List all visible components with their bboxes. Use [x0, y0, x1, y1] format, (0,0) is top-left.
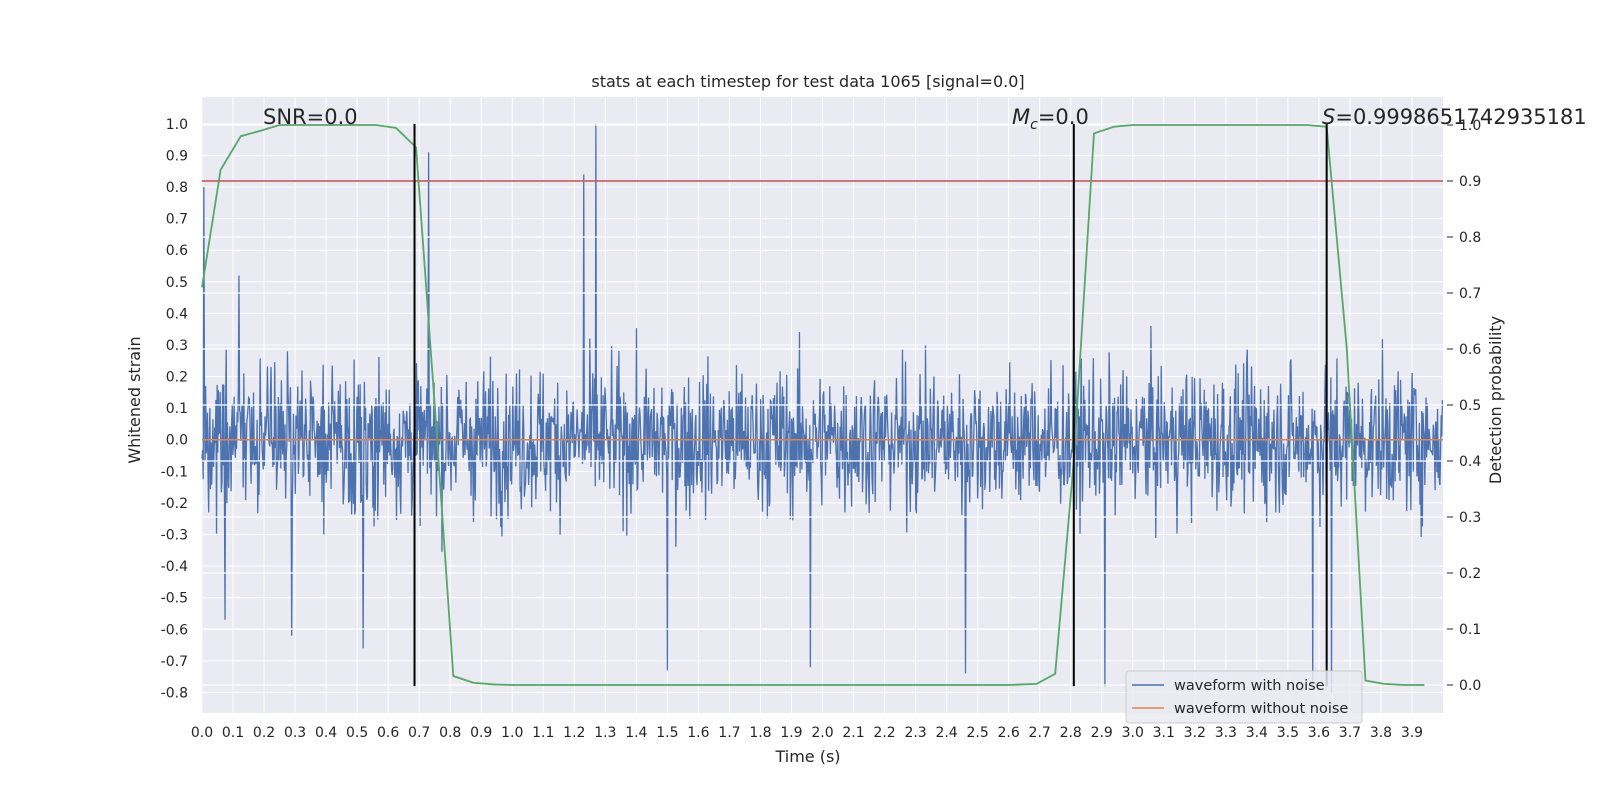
x-tick-label: 1.6	[687, 725, 709, 741]
x-tick-label: 1.7	[718, 725, 740, 741]
y-tick-label: 0.6	[166, 243, 188, 259]
x-tick-label: 0.0	[191, 725, 213, 741]
y-tick-label: -0.1	[161, 464, 188, 480]
x-tick-label: 0.4	[315, 725, 337, 741]
chirp-mass-subscript: c	[1030, 117, 1038, 133]
x-tick-label: 1.1	[532, 725, 554, 741]
x-tick-label: 0.9	[470, 725, 492, 741]
y2-tick-label: 0.3	[1459, 510, 1481, 526]
y2-tick-label: 0.7	[1459, 286, 1481, 302]
series-waveform-with-noise	[201, 123, 1444, 693]
x-tick-label: 3.2	[1184, 725, 1206, 741]
x-tick-label: 2.7	[1029, 725, 1051, 741]
y-tick-label: -0.5	[161, 591, 188, 607]
y2-tick-label: 0.9	[1459, 174, 1481, 190]
x-tick-label: 2.1	[842, 725, 864, 741]
y-tick-label: 0.8	[166, 180, 188, 196]
x-tick-label: 1.2	[563, 725, 585, 741]
x-tick-label: 0.3	[284, 725, 306, 741]
x-tick-label: 3.1	[1153, 725, 1175, 741]
x-tick-label: 1.3	[594, 725, 616, 741]
x-tick-label: 3.7	[1339, 725, 1361, 741]
x-tick-label: 0.6	[377, 725, 399, 741]
y-tick-label: 0.0	[166, 433, 188, 449]
y-tick-label: 0.3	[166, 338, 188, 354]
y2-axis-label: Detection probability	[1486, 316, 1505, 484]
x-tick-label: 1.8	[749, 725, 771, 741]
x-tick-label: 1.0	[501, 725, 523, 741]
x-tick-label: 2.5	[966, 725, 988, 741]
legend-label-noise: waveform with noise	[1174, 678, 1325, 694]
y-tick-label: 1.0	[166, 117, 188, 133]
y-tick-label: -0.7	[161, 654, 188, 670]
y-tick-label: -0.4	[161, 559, 188, 575]
x-tick-label: 3.9	[1401, 725, 1423, 741]
x-tick-label: 0.5	[346, 725, 368, 741]
y-tick-label: 0.1	[166, 401, 188, 417]
y-tick-label: -0.2	[161, 496, 188, 512]
y-tick-label: 0.5	[166, 275, 188, 291]
x-tick-label: 3.0	[1122, 725, 1144, 741]
score-value: =0.9998651742935181	[1335, 105, 1586, 129]
x-tick-label: 2.0	[811, 725, 833, 741]
x-tick-label: 2.8	[1060, 725, 1082, 741]
chirp-mass-value: =0.0	[1038, 105, 1089, 129]
legend-label-clean: waveform without noise	[1174, 701, 1348, 717]
y2-tick-label: 0.4	[1459, 454, 1481, 470]
x-tick-label: 3.6	[1308, 725, 1330, 741]
x-tick-label: 3.4	[1246, 725, 1268, 741]
chirp-mass-annotation: Mc=0.0	[1012, 105, 1089, 133]
y2-tick-label: 0.2	[1459, 566, 1481, 582]
y2-tick-label: 0.5	[1459, 398, 1481, 414]
y2-tick-label: 1.0	[1459, 118, 1481, 134]
score-annotation: S=0.9998651742935181	[1322, 105, 1587, 129]
x-tick-label: 2.6	[998, 725, 1020, 741]
x-tick-label: 0.1	[222, 725, 244, 741]
y-tick-label: -0.3	[161, 528, 188, 544]
chart-title: stats at each timestep for test data 106…	[591, 72, 1024, 91]
x-tick-label: 1.9	[780, 725, 802, 741]
y2-tick-label: 0.1	[1459, 622, 1481, 638]
x-tick-label: 3.5	[1277, 725, 1299, 741]
y-tick-label: 0.4	[166, 306, 188, 322]
x-tick-label: 1.5	[656, 725, 678, 741]
score-symbol: S	[1322, 105, 1335, 129]
x-axis-label: Time (s)	[774, 747, 840, 766]
x-tick-label: 3.3	[1215, 725, 1237, 741]
legend-box	[1125, 670, 1363, 724]
y2-tick-label: 0.8	[1459, 230, 1481, 246]
x-tick-label: 0.8	[439, 725, 461, 741]
snr-annotation: SNR=0.0	[263, 105, 358, 129]
x-tick-label: 0.7	[408, 725, 430, 741]
y-tick-label: 0.7	[166, 212, 188, 228]
y-tick-label: -0.8	[161, 685, 188, 701]
x-tick-label: 1.4	[625, 725, 647, 741]
x-tick-label: 0.2	[253, 725, 275, 741]
y-axis-label: Whitened strain	[125, 336, 144, 463]
chirp-mass-symbol: M	[1012, 105, 1030, 129]
x-tick-label: 2.2	[873, 725, 895, 741]
y-tick-label: 0.9	[166, 148, 188, 164]
y2-tick-label: 0.6	[1459, 342, 1481, 358]
legend: waveform with noise waveform without noi…	[1125, 670, 1363, 724]
x-tick-label: 2.3	[904, 725, 926, 741]
x-tick-label: 2.4	[935, 725, 957, 741]
y-tick-label: -0.6	[161, 622, 188, 638]
series-detection-probability	[201, 124, 1425, 686]
x-tick-label: 3.8	[1370, 725, 1392, 741]
x-tick-label: 2.9	[1091, 725, 1113, 741]
y-tick-label: 0.2	[166, 370, 188, 386]
y2-tick-label: 0.0	[1459, 678, 1481, 694]
